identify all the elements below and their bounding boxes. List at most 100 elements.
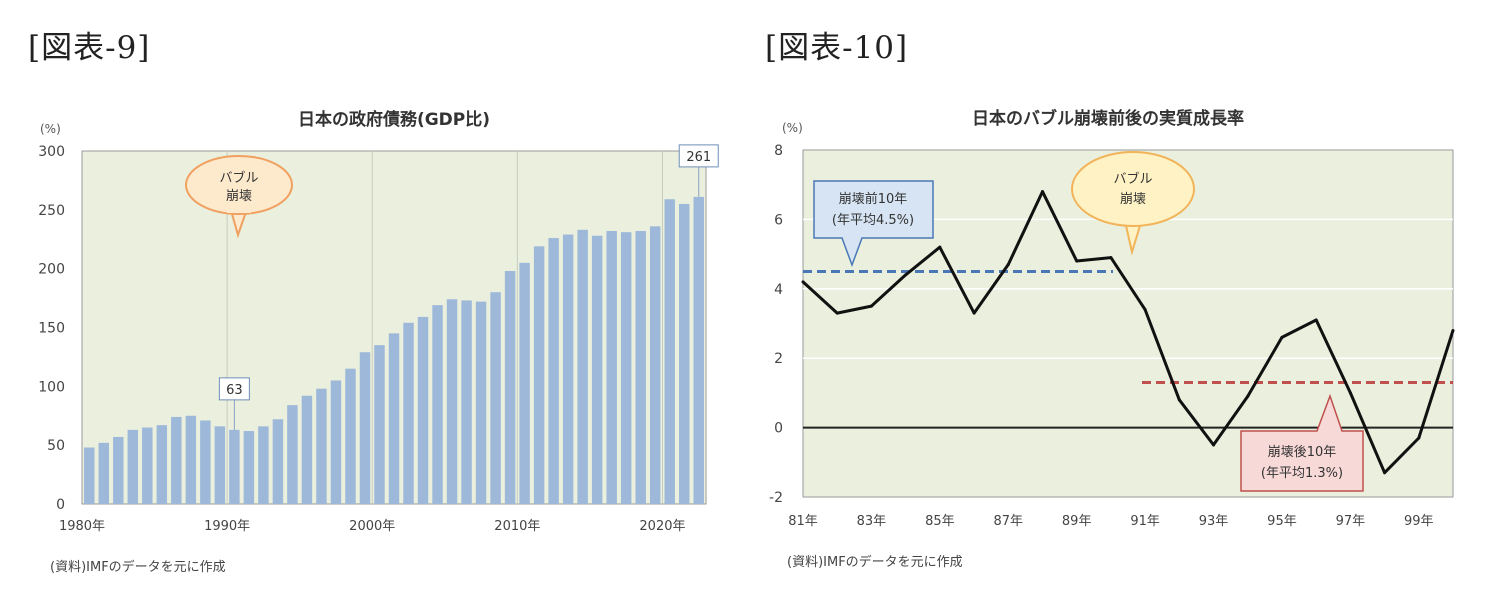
bar [243,431,255,504]
x-tick-label: 93年 [1199,514,1229,529]
pre-collapse-callout [813,180,934,268]
data-point [1451,328,1455,332]
bubble-text: 崩壊 [226,189,252,204]
bar [649,226,661,504]
bar [185,415,197,504]
bubble-text: 崩壊 [1120,192,1146,207]
y-axis-unit: (%) [782,121,803,135]
bar [403,322,414,504]
bubble-annotation [185,155,293,215]
data-point [1417,436,1421,440]
x-tick-label: 85年 [925,514,955,529]
figure-10-label: [図表-10] [765,30,909,66]
x-tick-label: 95年 [1267,514,1297,529]
bar [432,305,443,504]
bar [519,262,530,504]
growth-rate-line [801,190,1455,475]
post-collapse-callout [1240,393,1364,492]
y-tick-label: -2 [769,490,783,506]
bar [577,229,588,504]
bar [200,420,211,504]
x-tick-label: 1980年 [59,519,105,534]
data-point [801,280,805,284]
chart-title: 日本の政府債務(GDP比) [298,109,490,130]
callout-text: (年平均4.5%) [832,213,914,228]
bar [635,231,646,504]
data-point [1075,259,1079,263]
bar [272,419,284,504]
data-label-box [218,377,250,401]
y-tick-label: 8 [774,143,783,159]
callout-text: (年平均1.3%) [1261,466,1343,481]
bubble-annotation [1071,151,1195,227]
source-note-left: (資料)IMFのデータを元に作成 [50,560,226,575]
bar [548,238,559,504]
data-point [938,245,942,249]
data-point [1109,256,1113,260]
bar [316,388,327,504]
data-label-box [678,144,719,168]
x-tick-label: 81年 [788,514,818,529]
bar [258,426,269,504]
bar [446,299,458,504]
bar [359,352,371,504]
callout-text: 崩壊後10年 [1268,445,1337,460]
data-point [904,273,908,277]
bubble-text: バブル [219,170,258,186]
chart-title: 日本のバブル崩壊前後の実質成長率 [972,108,1244,129]
bar [490,292,501,504]
data-label: 63 [226,383,243,398]
data-label: 261 [686,150,711,165]
x-tick-label: 91年 [1130,514,1160,529]
bar [417,316,429,504]
bar [127,429,139,504]
data-point [869,304,873,308]
x-tick-label: 89年 [1062,514,1092,529]
y-tick-label: 6 [774,212,783,228]
bar [330,380,342,504]
data-point [1246,394,1250,398]
bar [693,196,704,504]
data-point [1348,391,1352,395]
bar [171,416,182,504]
y-tick-label: 250 [38,203,65,219]
bar [606,231,617,504]
bar [679,203,690,504]
bar [533,246,545,504]
x-tick-label: 2010年 [494,519,540,534]
x-tick-label: 1990年 [204,519,250,534]
data-point [1143,308,1147,312]
data-point [835,311,839,315]
bar [156,425,168,504]
y-tick-label: 0 [56,497,65,513]
bar [113,436,124,504]
data-point [1040,190,1044,194]
bar [214,426,226,504]
y-tick-label: 150 [38,321,65,337]
y-tick-label: 200 [38,262,65,278]
bar [504,271,516,504]
x-tick-label: 97年 [1336,514,1366,529]
bar [84,447,95,504]
x-tick-label: 2000年 [349,519,395,534]
data-point [1280,335,1284,339]
source-note-right: (資料)IMFのデータを元に作成 [787,555,963,570]
y-tick-label: 300 [38,144,65,160]
bar [461,300,472,504]
data-point [972,311,976,315]
bar [591,235,603,504]
callout-text: 崩壊前10年 [839,191,908,207]
x-tick-label: 2020年 [639,519,685,534]
data-point [1212,443,1216,447]
y-tick-label: 100 [38,379,65,395]
x-tick-label: 87年 [993,514,1023,529]
figure-9-label: [図表-9] [28,30,151,66]
bar [388,333,400,504]
data-point [1006,263,1010,267]
bar [229,429,240,504]
bubble-text: バブル [1113,171,1152,187]
bar [620,232,632,504]
y-axis-unit: (%) [40,122,61,136]
bar [345,368,356,504]
